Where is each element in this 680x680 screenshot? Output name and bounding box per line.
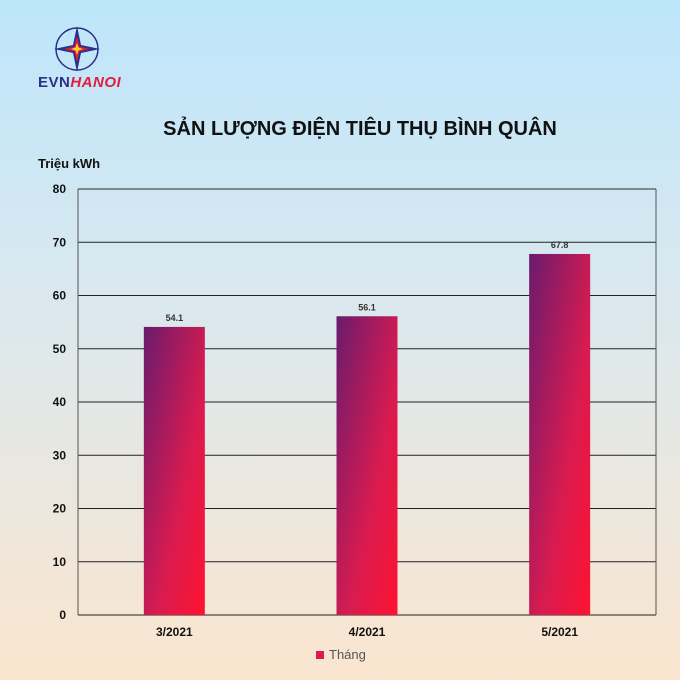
legend-label: Tháng	[329, 647, 366, 662]
chart-title: SẢN LƯỢNG ĐIỆN TIÊU THỤ BÌNH QUÂN	[163, 118, 557, 140]
legend-swatch	[316, 650, 324, 659]
evn-logo-icon	[54, 26, 100, 72]
y-tick-label: 30	[53, 448, 67, 462]
bar	[529, 253, 591, 615]
data-label: 56.1	[358, 302, 376, 312]
y-tick-label: 10	[53, 555, 67, 569]
y-tick-label: 50	[53, 342, 67, 356]
y-tick-label: 60	[53, 289, 67, 303]
y-tick-label: 20	[53, 502, 67, 516]
bar	[143, 326, 205, 615]
bar	[336, 316, 398, 615]
y-tick-label: 40	[53, 395, 67, 409]
logo-text: EVNHANOI	[38, 74, 121, 91]
y-tick-label: 0	[59, 608, 66, 622]
data-label: 54.1	[166, 313, 184, 323]
legend: Tháng	[316, 647, 366, 662]
data-label: 67.8	[551, 240, 569, 250]
x-tick-label: 3/2021	[156, 625, 193, 639]
logo-hanoi: HANOI	[70, 74, 122, 91]
logo-evn: EVN	[38, 74, 71, 91]
y-tick-label: 70	[53, 235, 67, 249]
x-tick-label: 5/2021	[541, 625, 578, 639]
x-tick-label: 4/2021	[349, 625, 386, 639]
y-axis-label: Triệu kWh	[38, 156, 101, 171]
y-tick-label: 80	[53, 182, 67, 196]
